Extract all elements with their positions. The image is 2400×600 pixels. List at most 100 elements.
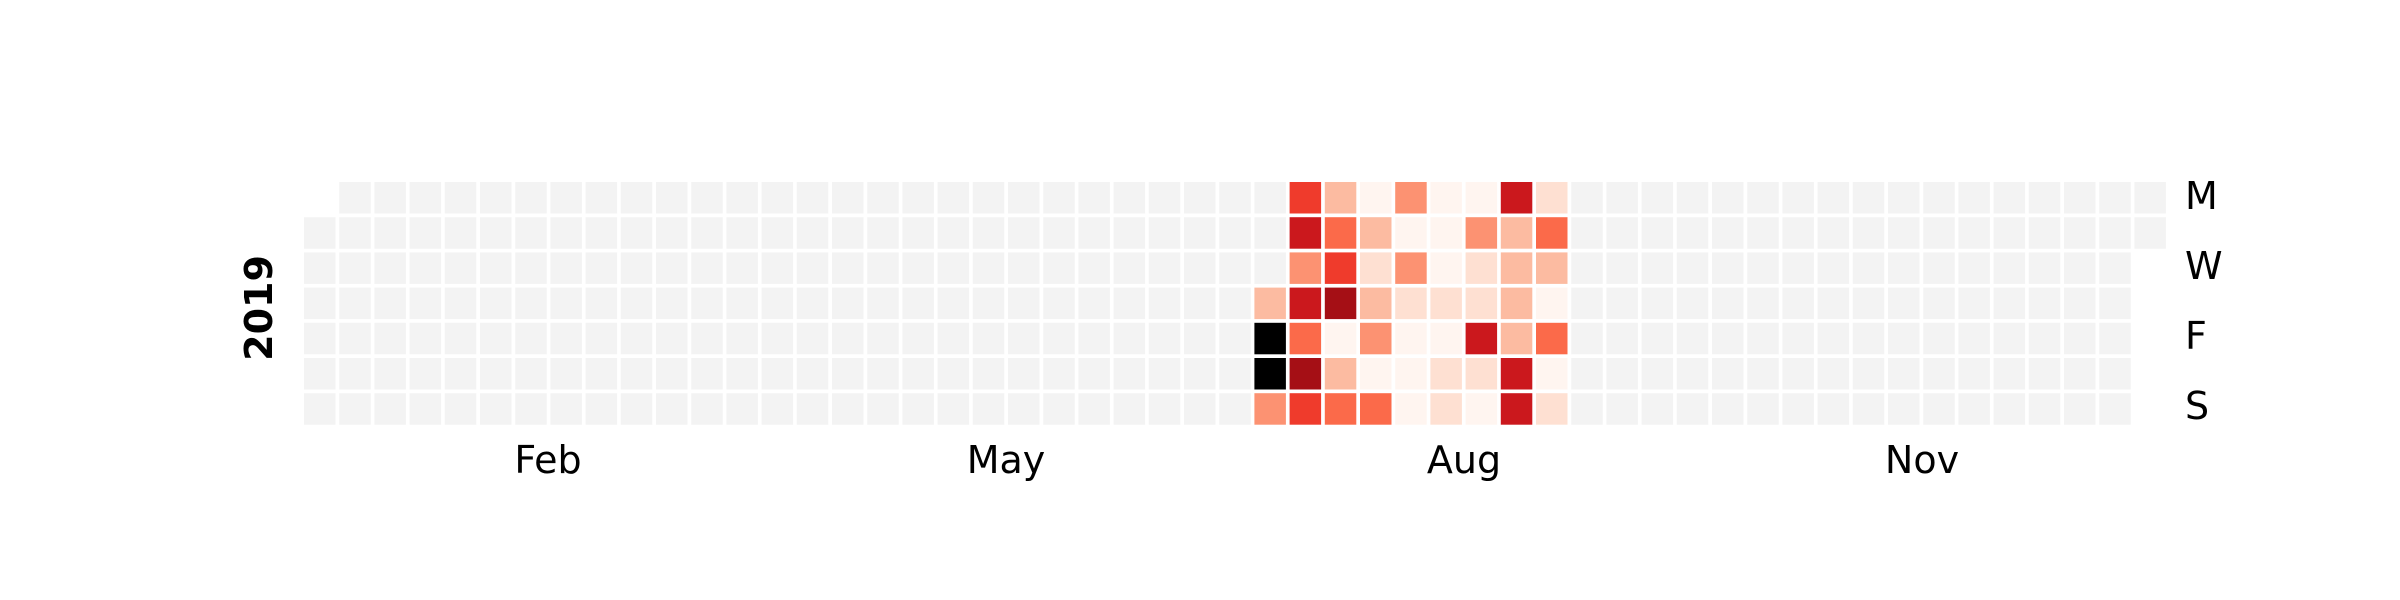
heatmap-cell-week28-wed xyxy=(1289,252,1322,284)
heatmap-cell-week5-tue xyxy=(480,217,512,249)
heatmap-cell-week1-wed xyxy=(339,252,371,284)
heatmap-cell-week10-thu xyxy=(656,287,688,320)
heatmap-cell-week32-mon xyxy=(1430,182,1462,214)
heatmap-cell-week11-thu xyxy=(691,287,723,320)
heatmap-cell-week5-fri xyxy=(480,322,512,355)
heatmap-cell-week31-sun xyxy=(1395,393,1427,425)
heatmap-cell-week13-tue xyxy=(761,217,794,249)
heatmap-cell-week25-tue xyxy=(1184,217,1216,249)
day-label-wed: W xyxy=(2185,244,2223,288)
heatmap-cell-week4-thu xyxy=(444,287,477,320)
heatmap-cell-week37-fri xyxy=(1606,322,1638,355)
heatmap-cell-week15-mon xyxy=(832,182,864,214)
heatmap-cell-week29-wed xyxy=(1324,252,1357,284)
heatmap-cell-week19-tue xyxy=(972,217,1005,249)
heatmap-cell-week46-thu xyxy=(1923,287,1955,320)
heatmap-cell-week44-sat xyxy=(1852,358,1885,390)
heatmap-cell-week21-tue xyxy=(1043,217,1075,249)
heatmap-cell-week26-tue xyxy=(1219,217,1251,249)
heatmap-cell-week1-fri xyxy=(339,322,371,355)
heatmap-cell-week24-wed xyxy=(1148,252,1181,284)
heatmap-cell-week12-tue xyxy=(726,217,758,249)
heatmap-cell-week18-mon xyxy=(937,182,970,214)
heatmap-cell-week1-sun xyxy=(339,393,371,425)
heatmap-cell-week10-mon xyxy=(656,182,688,214)
heatmap-cell-week30-tue xyxy=(1360,217,1392,249)
heatmap-cell-week47-fri xyxy=(1958,322,1990,355)
heatmap-cell-week37-sat xyxy=(1606,358,1638,390)
heatmap-cell-week32-sat xyxy=(1430,358,1462,390)
heatmap-cell-week40-thu xyxy=(1712,287,1744,320)
heatmap-cell-week30-sat xyxy=(1360,358,1392,390)
heatmap-cell-week38-wed xyxy=(1641,252,1674,284)
heatmap-cell-week38-sun xyxy=(1641,393,1674,425)
heatmap-cell-week16-mon xyxy=(867,182,899,214)
month-label-feb: Feb xyxy=(514,438,581,482)
heatmap-cell-week11-sun xyxy=(691,393,723,425)
heatmap-cell-week18-tue xyxy=(937,217,970,249)
heatmap-cell-week29-mon xyxy=(1324,182,1357,214)
heatmap-cell-week13-thu xyxy=(761,287,794,320)
heatmap-cell-week25-wed xyxy=(1184,252,1216,284)
heatmap-cell-week23-sat xyxy=(1113,358,1146,390)
heatmap-cell-week41-fri xyxy=(1747,322,1779,355)
heatmap-cell-week0-tue xyxy=(304,217,336,249)
heatmap-cell-week47-wed xyxy=(1958,252,1990,284)
heatmap-cell-week18-fri xyxy=(937,322,970,355)
heatmap-cell-week37-wed xyxy=(1606,252,1638,284)
heatmap-cell-week39-sun xyxy=(1676,393,1709,425)
heatmap-cell-week13-sat xyxy=(761,358,794,390)
heatmap-cell-week48-sat xyxy=(1993,358,2026,390)
heatmap-cell-week6-mon xyxy=(515,182,547,214)
heatmap-cell-week27-sat xyxy=(1254,358,1286,390)
heatmap-cell-week38-thu xyxy=(1641,287,1674,320)
heatmap-cell-week19-wed xyxy=(972,252,1005,284)
heatmap-cell-week35-wed xyxy=(1536,252,1568,284)
heatmap-cell-week46-wed xyxy=(1923,252,1955,284)
heatmap-cell-week49-wed xyxy=(2028,252,2061,284)
heatmap-cell-week21-fri xyxy=(1043,322,1075,355)
heatmap-cell-week34-fri xyxy=(1500,322,1533,355)
heatmap-cell-week50-thu xyxy=(2064,287,2096,320)
heatmap-cell-week33-sat xyxy=(1465,358,1498,390)
heatmap-cell-week1-mon xyxy=(339,182,371,214)
heatmap-cell-week36-tue xyxy=(1571,217,1603,249)
heatmap-cell-week28-sun xyxy=(1289,393,1322,425)
heatmap-cell-week51-sun xyxy=(2099,393,2131,425)
heatmap-cell-week48-tue xyxy=(1993,217,2026,249)
heatmap-cell-week42-sun xyxy=(1782,393,1814,425)
heatmap-cell-week4-mon xyxy=(444,182,477,214)
heatmap-cell-week50-sat xyxy=(2064,358,2096,390)
heatmap-cell-week3-sun xyxy=(409,393,442,425)
heatmap-cell-week51-sat xyxy=(2099,358,2131,390)
year-label: 2019 xyxy=(237,255,281,361)
heatmap-cell-week19-fri xyxy=(972,322,1005,355)
heatmap-cell-week38-tue xyxy=(1641,217,1674,249)
heatmap-cell-week23-thu xyxy=(1113,287,1146,320)
heatmap-cell-week22-mon xyxy=(1078,182,1110,214)
heatmap-cell-week9-sat xyxy=(620,358,653,390)
heatmap-cell-week15-tue xyxy=(832,217,864,249)
heatmap-cell-week31-thu xyxy=(1395,287,1427,320)
heatmap-cell-week11-mon xyxy=(691,182,723,214)
heatmap-cell-week41-sat xyxy=(1747,358,1779,390)
heatmap-cell-week36-mon xyxy=(1571,182,1603,214)
heatmap-cell-week14-wed xyxy=(796,252,829,284)
heatmap-cell-week7-wed xyxy=(550,252,582,284)
heatmap-cell-week2-wed xyxy=(374,252,406,284)
heatmap-cell-week14-mon xyxy=(796,182,829,214)
heatmap-cell-week2-sun xyxy=(374,393,406,425)
heatmap-cell-week14-sun xyxy=(796,393,829,425)
heatmap-cell-week38-sat xyxy=(1641,358,1674,390)
heatmap-cell-week0-wed xyxy=(304,252,336,284)
heatmap-cell-week16-sat xyxy=(867,358,899,390)
heatmap-cell-week41-wed xyxy=(1747,252,1779,284)
heatmap-cell-week52-mon xyxy=(2134,182,2166,214)
heatmap-cell-week36-wed xyxy=(1571,252,1603,284)
heatmap-cell-week23-wed xyxy=(1113,252,1146,284)
heatmap-cell-week42-sat xyxy=(1782,358,1814,390)
heatmap-cell-week35-fri xyxy=(1536,322,1568,355)
heatmap-cell-week38-fri xyxy=(1641,322,1674,355)
heatmap-cell-week9-wed xyxy=(620,252,653,284)
